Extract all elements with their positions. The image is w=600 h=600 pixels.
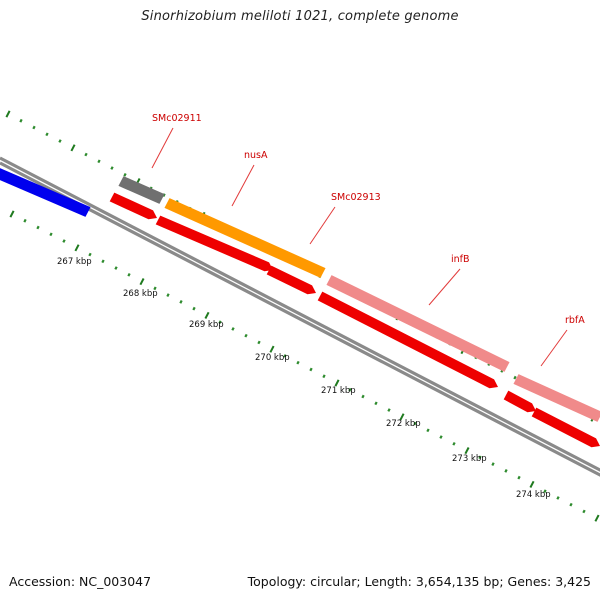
inner-tick xyxy=(166,293,170,297)
inner-tick xyxy=(374,401,378,406)
outer-tick xyxy=(110,166,114,170)
feature-infb xyxy=(326,275,510,372)
inner-tick xyxy=(23,218,27,223)
inner-tick xyxy=(139,278,145,286)
outer-tick xyxy=(97,159,101,164)
inner-tick xyxy=(62,239,66,243)
inner-tick xyxy=(192,306,196,311)
label-leader-line xyxy=(428,268,461,306)
outer-tick xyxy=(70,144,76,152)
feature-rbfa xyxy=(513,374,600,422)
gene-label: infB xyxy=(451,254,470,265)
inner-tick xyxy=(387,408,391,412)
inner-tick xyxy=(504,469,508,473)
feature-red-arrow xyxy=(109,192,157,220)
inner-tick xyxy=(283,354,287,358)
inner-tick xyxy=(88,252,92,257)
inner-tick xyxy=(204,311,210,319)
label-leader-line xyxy=(540,329,568,367)
outer-tick xyxy=(58,139,62,143)
inner-tick xyxy=(49,232,53,237)
inner-tick xyxy=(464,447,470,455)
inner-tick xyxy=(269,345,275,353)
inner-tick xyxy=(9,210,15,218)
inner-tick xyxy=(399,413,405,421)
outer-tick xyxy=(45,132,49,137)
accession-text: Accession: NC_003047 xyxy=(9,574,152,589)
inner-tick xyxy=(361,394,365,399)
inner-tick xyxy=(127,273,131,277)
outer-tick xyxy=(84,152,88,157)
inner-tick xyxy=(517,475,521,480)
gene-label: nusA xyxy=(244,150,268,161)
scale-label: 268 kbp xyxy=(123,289,158,299)
feature-red-arrow xyxy=(531,407,600,448)
backbone-line xyxy=(0,161,600,477)
feature-smc02911 xyxy=(118,176,165,204)
inner-tick xyxy=(74,244,80,252)
inner-tick xyxy=(231,327,235,331)
inner-tick xyxy=(529,480,535,488)
backbone-line xyxy=(0,156,600,472)
feature-red-arrow xyxy=(317,291,498,389)
gene-labels: SMc02911 nusA SMc02913 infB rbfA xyxy=(151,113,585,367)
scale-label: 273 kbp xyxy=(452,454,487,464)
inner-tick xyxy=(491,462,495,466)
feature-nusa xyxy=(164,198,326,278)
feature-red-arrow xyxy=(155,215,273,272)
inner-tick xyxy=(244,333,248,338)
inner-tick xyxy=(556,496,560,500)
map-title: Sinorhizobium meliloti 1021, complete ge… xyxy=(141,9,459,24)
gene-label: rbfA xyxy=(565,315,585,326)
gene-label: SMc02911 xyxy=(152,113,202,124)
inner-tick xyxy=(322,374,326,379)
inner-tick xyxy=(179,300,183,304)
inner-tick xyxy=(594,514,600,522)
outer-tick xyxy=(123,173,127,177)
feature-red-arrow xyxy=(266,265,316,295)
inner-tick xyxy=(101,259,105,264)
scale-label: 269 kbp xyxy=(189,320,224,330)
scale-label: 274 kbp xyxy=(516,490,551,500)
inner-tick xyxy=(439,435,443,439)
inner-tick xyxy=(543,489,547,493)
tick-marks xyxy=(5,110,600,522)
outer-tick xyxy=(32,125,36,130)
inner-tick xyxy=(257,340,261,345)
inner-tick xyxy=(478,455,482,460)
label-leader-line xyxy=(309,206,336,245)
genome-backbone xyxy=(0,156,600,477)
label-leader-line xyxy=(151,127,174,169)
label-leader-line xyxy=(231,164,255,207)
inner-tick xyxy=(348,387,352,392)
scale-label: 271 kbp xyxy=(321,386,356,396)
scale-labels: 267 kbp 268 kbp 269 kbp 270 kbp 271 kbp 272 k… xyxy=(57,257,551,500)
scale-label: 272 kbp xyxy=(386,419,421,429)
inner-tick xyxy=(36,225,40,230)
feature-red-arrow xyxy=(503,390,536,413)
inner-tick xyxy=(114,266,118,270)
inner-tick xyxy=(334,379,340,387)
outer-tick xyxy=(19,118,23,123)
inner-tick xyxy=(569,502,573,507)
gene-features xyxy=(0,168,600,448)
feature-blue xyxy=(0,168,91,217)
scale-label: 270 kbp xyxy=(255,353,290,363)
topology-summary: Topology: circular; Length: 3,654,135 bp… xyxy=(247,574,591,589)
scale-label: 267 kbp xyxy=(57,257,92,267)
inner-tick xyxy=(452,442,456,446)
inner-tick xyxy=(309,367,313,372)
inner-tick xyxy=(426,428,430,433)
inner-tick xyxy=(582,509,586,514)
outer-tick xyxy=(5,110,11,118)
outer-tick xyxy=(513,375,517,380)
inner-tick xyxy=(296,360,300,365)
inner-tick xyxy=(218,320,222,324)
gene-label: SMc02913 xyxy=(331,192,381,203)
inner-tick xyxy=(413,421,417,426)
inner-tick xyxy=(153,286,157,291)
